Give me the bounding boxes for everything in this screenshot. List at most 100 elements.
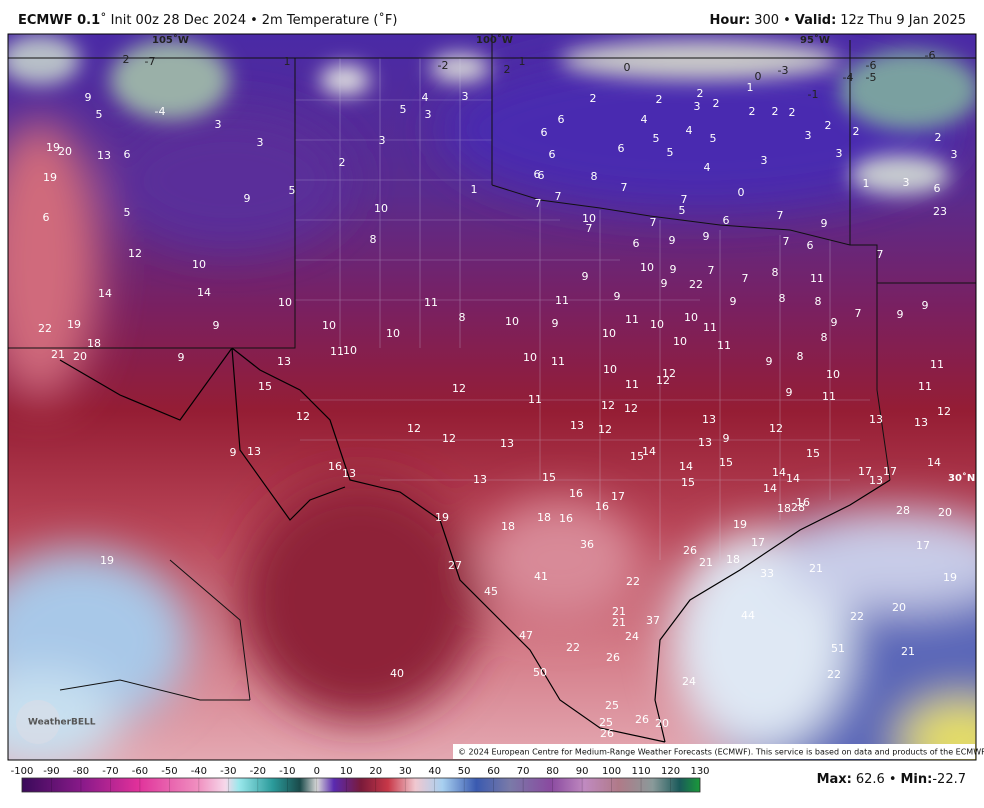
colorbar-tick-label: 20: [369, 766, 382, 777]
map-value: 26: [635, 713, 649, 726]
map-value: 9: [821, 217, 828, 230]
colorbar-tick-label: 90: [576, 766, 589, 777]
map-value: 12: [624, 402, 638, 415]
map-value: 10: [322, 319, 336, 332]
map-value: -4: [843, 71, 854, 84]
colorbar-tick-label: 130: [690, 766, 709, 777]
map-value: 10: [582, 212, 596, 225]
map-value: 11: [918, 380, 932, 393]
map-value: 13: [500, 437, 514, 450]
map-value: 15: [542, 471, 556, 484]
map-value: 2: [590, 92, 597, 105]
map-value: 19: [46, 141, 60, 154]
map-value: 3: [903, 176, 910, 189]
map-value: 19: [100, 554, 114, 567]
map-value: 13: [914, 416, 928, 429]
map-value: 3: [257, 136, 264, 149]
map-value: 8: [779, 292, 786, 305]
colorbar-tick-label: 40: [428, 766, 441, 777]
map-value: 13: [247, 445, 261, 458]
map-value: 17: [751, 536, 765, 549]
copyright-box: [453, 744, 975, 759]
map-value: 2: [789, 106, 796, 119]
map-value: 3: [215, 118, 222, 131]
colorbar-tick-label: -10: [279, 766, 295, 777]
map-value: 12: [601, 399, 615, 412]
map-value: 11: [822, 390, 836, 403]
map-value: 13: [698, 436, 712, 449]
map-value: 18: [537, 511, 551, 524]
map-value: 10: [603, 363, 617, 376]
map-value: 20: [892, 601, 906, 614]
header: ECMWF 0.1˚ Init 00z 28 Dec 2024 • 2m Temper…: [18, 12, 966, 28]
hour: 300: [754, 13, 779, 28]
map-value: 13: [342, 467, 356, 480]
map-value: 6: [807, 239, 814, 252]
separator: •: [889, 772, 897, 787]
map-value: 7: [535, 197, 542, 210]
colorbar-tick-label: -90: [43, 766, 59, 777]
map-value: 5: [679, 204, 686, 217]
map-value: 1: [284, 55, 291, 68]
map-value: 11: [551, 355, 565, 368]
map-value: 9: [723, 432, 730, 445]
map-value: 7: [877, 248, 884, 261]
colorbar-scale: [21, 777, 701, 793]
map-value: 10: [278, 296, 292, 309]
map-value: 9: [661, 277, 668, 290]
hour-label: Hour:: [710, 13, 751, 28]
map-value: 9: [552, 317, 559, 330]
map-value: 5: [667, 146, 674, 159]
map-value: 6: [549, 148, 556, 161]
map-value: 14: [679, 460, 693, 473]
separator: •: [783, 13, 791, 28]
map-value: 50: [533, 666, 547, 679]
map-value: 5: [710, 132, 717, 145]
map-value: 7: [621, 181, 628, 194]
map-value: -2: [438, 59, 449, 72]
map-background: [8, 34, 976, 760]
logo-mark: [16, 700, 60, 744]
map-value: 11: [555, 294, 569, 307]
map-value: 18: [726, 553, 740, 566]
map-value: 45: [484, 585, 498, 598]
map-value: 51: [831, 642, 845, 655]
init: Init 00z 28 Dec 2024: [111, 13, 246, 28]
map-value: 9: [703, 230, 710, 243]
map-value: 24: [682, 675, 696, 688]
map-value: 5: [124, 206, 131, 219]
map-value: 13: [277, 355, 291, 368]
map-value: 9: [85, 91, 92, 104]
map-value: 2: [713, 97, 720, 110]
map-value: 11: [930, 358, 944, 371]
map-value: 13: [473, 473, 487, 486]
map-value: 10: [343, 344, 357, 357]
map-value: 9: [614, 290, 621, 303]
map-value: 9: [786, 386, 793, 399]
map-value: 12: [452, 382, 466, 395]
map-value: 3: [951, 148, 958, 161]
map-value: 15: [719, 456, 733, 469]
map-value: 21: [901, 645, 915, 658]
map-value: 3: [694, 100, 701, 113]
map-value: 11: [625, 313, 639, 326]
colorbar-tick-label: 60: [487, 766, 500, 777]
map-value: 0: [738, 186, 745, 199]
map-value: 26: [683, 544, 697, 557]
longitude-label: 105˚W: [152, 34, 189, 46]
model-title: ECMWF 0.1˚ Init 00z 28 Dec 2024 • 2m Temper…: [18, 12, 397, 28]
map-value: 36: [580, 538, 594, 551]
map-value: 3: [379, 134, 386, 147]
map-value: 10: [602, 327, 616, 340]
map-value: 40: [390, 667, 404, 680]
map-value: 10: [386, 327, 400, 340]
longitude-label: 100˚W: [476, 34, 513, 46]
map-value: 18: [87, 337, 101, 350]
map-value: 9: [230, 446, 237, 459]
map-value: 12: [442, 432, 456, 445]
county-lines: [295, 58, 870, 560]
field: 2m Temperature (˚F): [262, 12, 398, 28]
map-value: 6: [124, 148, 131, 161]
map-value: 1: [747, 81, 754, 94]
map-value: 11: [528, 393, 542, 406]
